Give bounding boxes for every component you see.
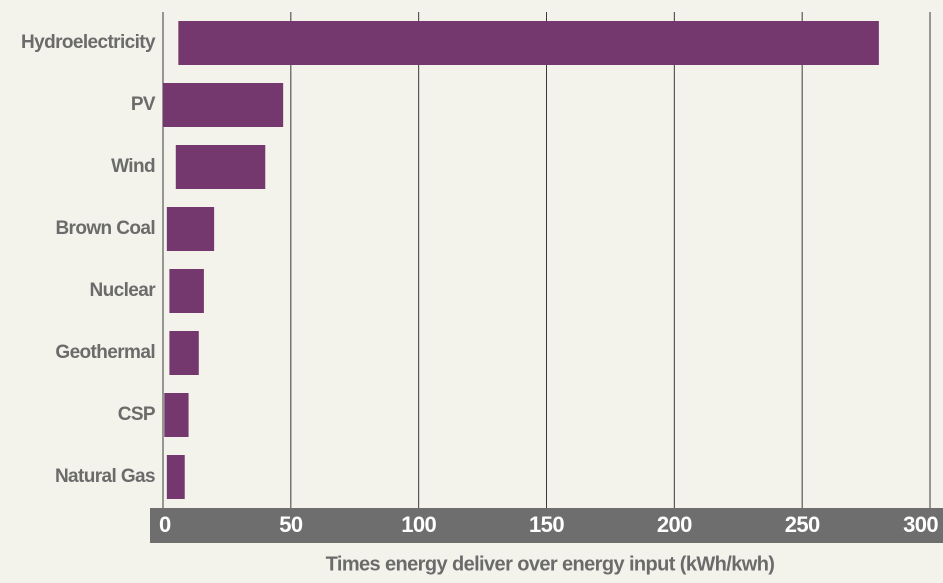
- x-tick-label: 50: [279, 512, 303, 537]
- y-tick-label: Natural Gas: [55, 466, 155, 487]
- y-tick-label: Wind: [111, 156, 155, 177]
- x-axis-band: [150, 508, 943, 543]
- x-tick-label: 150: [529, 512, 564, 537]
- bar: [166, 455, 185, 499]
- y-tick-label: CSP: [118, 404, 156, 425]
- x-tick-label: 200: [657, 512, 692, 537]
- y-tick-label: PV: [131, 94, 156, 115]
- y-tick-label: Geothermal: [55, 342, 155, 363]
- x-tick-label: 300: [903, 512, 938, 537]
- x-tick-label: 0: [159, 512, 171, 537]
- bar: [166, 207, 215, 251]
- bar: [178, 21, 879, 65]
- bar: [175, 145, 266, 189]
- bar: [163, 83, 284, 127]
- x-axis-title: Times energy deliver over energy input (…: [326, 553, 775, 575]
- x-tick-label: 250: [785, 512, 820, 537]
- bar: [169, 269, 204, 313]
- y-tick-label: Brown Coal: [55, 218, 155, 239]
- bar: [164, 393, 189, 437]
- x-tick-label: 100: [401, 512, 436, 537]
- bar: [169, 331, 199, 375]
- y-tick-label: Nuclear: [89, 280, 156, 301]
- y-tick-label: Hydroelectricity: [21, 32, 156, 53]
